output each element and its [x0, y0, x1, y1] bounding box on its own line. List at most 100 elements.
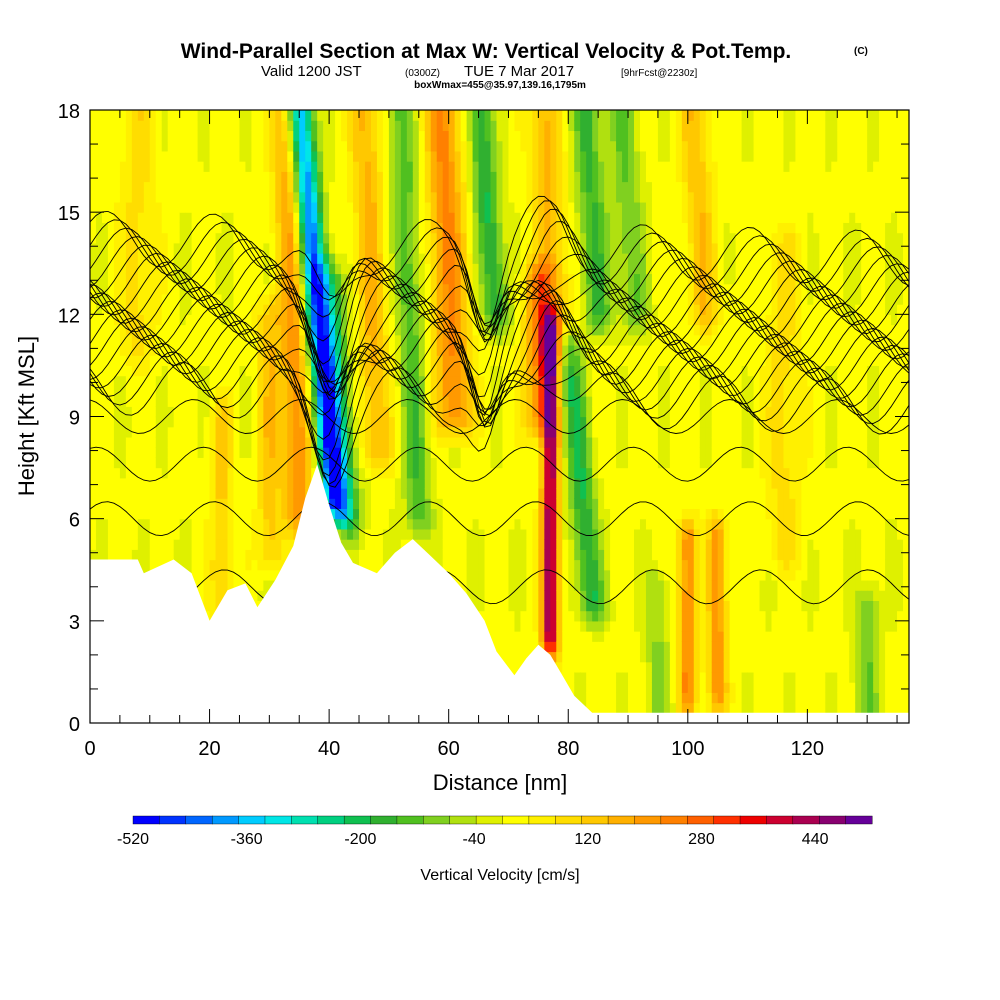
- w-cell: [317, 416, 324, 428]
- w-cell: [191, 406, 199, 418]
- w-cell: [167, 161, 175, 172]
- w-cell: [532, 181, 539, 193]
- w-cell: [394, 171, 402, 183]
- w-cell: [514, 396, 522, 407]
- w-cell: [580, 212, 587, 223]
- w-cell: [412, 150, 420, 162]
- w-cell: [311, 283, 318, 295]
- w-cell: [209, 263, 217, 275]
- w-cell: [376, 150, 384, 162]
- w-cell: [364, 385, 372, 397]
- w-cell: [544, 406, 551, 418]
- w-cell: [245, 498, 253, 510]
- w-cell: [532, 171, 539, 183]
- w-cell: [418, 293, 426, 305]
- w-cell: [400, 273, 408, 285]
- w-cell: [382, 222, 390, 234]
- w-cell: [215, 150, 223, 162]
- w-cell: [353, 222, 360, 234]
- w-cell: [149, 518, 157, 530]
- w-cell: [466, 273, 474, 285]
- w-cell: [364, 150, 372, 162]
- w-cell: [215, 283, 223, 295]
- w-cell: [496, 212, 504, 223]
- w-cell: [311, 201, 318, 213]
- w-cell: [394, 416, 402, 428]
- w-cell: [490, 436, 498, 448]
- w-cell: [514, 590, 522, 601]
- w-cell: [101, 191, 109, 203]
- w-cell: [101, 242, 109, 254]
- w-cell: [281, 447, 288, 458]
- w-cell: [460, 201, 468, 213]
- w-cell: [430, 232, 438, 244]
- w-cell: [161, 518, 169, 530]
- w-cell: [382, 488, 390, 499]
- w-cell: [460, 304, 468, 315]
- w-cell: [221, 222, 229, 234]
- w-cell: [484, 293, 492, 305]
- w-cell: [323, 488, 330, 499]
- w-cell: [424, 120, 432, 132]
- w-cell: [520, 181, 528, 193]
- w-cell: [502, 641, 510, 653]
- w-cell: [412, 447, 420, 458]
- w-cell: [460, 344, 468, 356]
- w-cell: [580, 682, 587, 693]
- w-cell: [484, 385, 492, 397]
- w-cell: [400, 385, 408, 397]
- w-cell: [191, 171, 199, 183]
- w-cell: [538, 590, 545, 601]
- w-cell: [376, 477, 384, 489]
- w-cell: [305, 212, 312, 223]
- w-cell: [233, 498, 241, 510]
- w-cell: [251, 426, 258, 438]
- w-cell: [472, 600, 480, 612]
- w-cell: [406, 518, 414, 530]
- w-cell: [167, 150, 175, 162]
- w-cell: [149, 559, 157, 571]
- w-cell: [257, 263, 264, 275]
- w-cell: [323, 140, 330, 152]
- w-cell: [329, 212, 336, 223]
- w-cell: [197, 181, 205, 193]
- w-cell: [95, 477, 103, 489]
- w-cell: [311, 385, 318, 397]
- w-cell: [508, 651, 516, 663]
- w-cell: [227, 559, 235, 571]
- w-cell: [323, 212, 330, 223]
- w-cell: [400, 396, 408, 407]
- w-cell: [508, 631, 516, 642]
- w-cell: [568, 273, 575, 285]
- w-cell: [359, 559, 366, 571]
- w-cell: [311, 334, 318, 346]
- w-cell: [406, 334, 414, 346]
- w-cell: [538, 518, 545, 530]
- w-cell: [514, 304, 522, 315]
- w-cell: [568, 518, 575, 530]
- w-cell: [101, 375, 109, 387]
- w-cell: [251, 181, 258, 193]
- w-cell: [323, 436, 330, 448]
- w-cell: [179, 488, 187, 499]
- w-cell: [478, 334, 486, 346]
- w-cell: [526, 120, 533, 132]
- w-cell: [347, 467, 354, 479]
- w-cell: [376, 416, 384, 428]
- w-cell: [430, 539, 438, 550]
- w-cell: [203, 212, 211, 223]
- w-cell: [478, 242, 486, 254]
- w-cell: [520, 253, 528, 264]
- w-cell: [239, 212, 247, 223]
- w-cell: [382, 161, 390, 172]
- w-cell: [311, 171, 318, 183]
- w-cell: [490, 314, 498, 326]
- w-cell: [119, 140, 127, 152]
- w-cell: [520, 426, 528, 438]
- w-cell: [478, 477, 486, 489]
- w-cell: [359, 406, 366, 418]
- w-cell: [514, 467, 522, 479]
- w-cell: [400, 110, 408, 121]
- w-cell: [478, 579, 486, 591]
- w-cell: [305, 355, 312, 367]
